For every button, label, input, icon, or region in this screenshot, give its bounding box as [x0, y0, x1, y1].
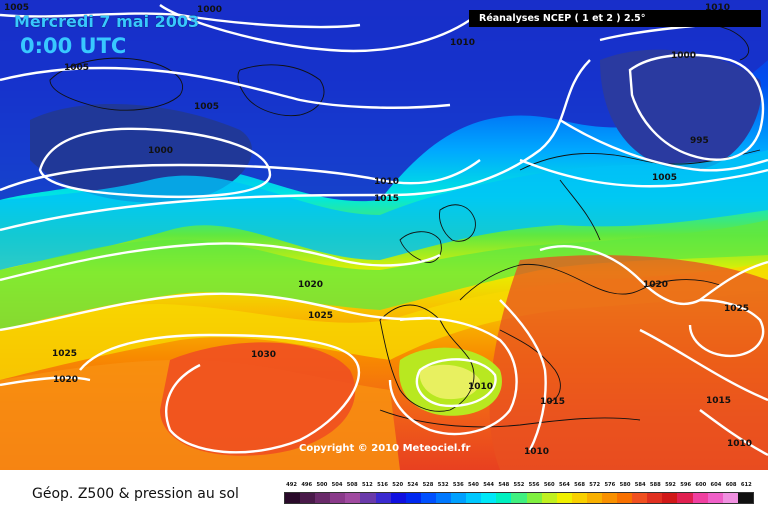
legend-value: 608: [725, 482, 737, 488]
legend-value: 604: [710, 482, 722, 488]
legend-value: 520: [392, 482, 404, 488]
legend-swatch: [662, 493, 678, 503]
isobar-label: 1010: [374, 177, 400, 187]
isobar-label: 1025: [308, 311, 334, 321]
legend-swatch: [285, 493, 301, 503]
source-title-box: Réanalyses NCEP ( 1 et 2 ) 2.5°: [469, 10, 761, 27]
footer-title: Géop. Z500 & pression au sol: [32, 486, 239, 502]
isobar-label: 1025: [724, 304, 750, 314]
legend-value: 504: [331, 482, 343, 488]
z500-color-field: [0, 0, 768, 470]
legend-swatch: [692, 493, 708, 503]
legend-labels: 492 496 500 504 508 512 516 520 524 528 532 536 540 5…: [284, 482, 754, 491]
legend-swatch: [722, 493, 738, 503]
legend-value: 508: [346, 482, 358, 488]
isobar-label: 1000: [197, 5, 223, 15]
time-label: 0:00 UTC: [20, 34, 127, 58]
legend-value: 588: [649, 482, 661, 488]
legend-swatch: [390, 493, 406, 503]
isobar-label: 1005: [194, 102, 220, 112]
legend-swatch: [526, 493, 542, 503]
legend-value: 592: [665, 482, 676, 488]
isobar-label: 1020: [643, 280, 669, 290]
isobar-label: 1010: [524, 447, 550, 457]
legend-value: 600: [695, 482, 707, 488]
legend-swatch: [632, 493, 648, 503]
isobar-label: 1030: [251, 350, 277, 360]
legend-swatch: [375, 493, 391, 503]
copyright-text: Copyright © 2010 Meteociel.fr: [299, 443, 471, 454]
legend-swatch: [571, 493, 587, 503]
legend-value: 528: [422, 482, 434, 488]
isobar-label: 1015: [540, 397, 566, 407]
legend-swatch: [737, 493, 753, 503]
isobar-label: 1005: [64, 63, 90, 73]
isobar-label: 1015: [706, 396, 732, 406]
legend-swatch: [511, 493, 527, 503]
legend-swatch: [481, 493, 497, 503]
legend-value: 568: [574, 482, 585, 488]
legend-value: 492: [286, 482, 297, 488]
pressure-map: Mercredi 7 mai 2003 0:00 UTC Réanalyses …: [0, 0, 768, 470]
legend-value: 580: [619, 482, 631, 488]
legend-value: 576: [604, 482, 616, 488]
legend-value: 556: [528, 482, 540, 488]
legend-swatch: [451, 493, 467, 503]
legend-swatches: [284, 492, 754, 504]
legend-value: 564: [558, 482, 570, 488]
legend-value: 560: [543, 482, 555, 488]
isobar-label: 1010: [705, 3, 731, 13]
legend-bar: Géop. Z500 & pression au sol 492 496 500 50…: [0, 470, 768, 512]
legend-swatch: [330, 493, 346, 503]
legend-swatch: [300, 493, 316, 503]
isobar-label: 1025: [52, 349, 78, 359]
legend-value: 516: [377, 482, 388, 488]
legend-swatch: [496, 493, 512, 503]
isobar-label: 1005: [4, 3, 30, 13]
legend-swatch: [541, 493, 557, 503]
isobar-label: 1010: [727, 439, 753, 449]
legend-value: 536: [452, 482, 464, 488]
isobar-label: 1005: [652, 173, 678, 183]
legend-swatch: [677, 493, 693, 503]
legend-value: 532: [437, 482, 449, 488]
legend-swatch: [601, 493, 618, 503]
legend-swatch: [556, 493, 572, 503]
legend-value: 500: [316, 482, 328, 488]
legend-swatch: [360, 493, 376, 503]
isobar-label: 1000: [671, 51, 697, 61]
legend-swatch: [315, 493, 331, 503]
isobar-label: 995: [690, 136, 709, 146]
legend-value: 596: [680, 482, 692, 488]
date-label: Mercredi 7 mai 2003: [14, 12, 200, 31]
isobar-label: 1020: [298, 280, 324, 290]
legend-value: 512: [361, 482, 373, 488]
legend-swatch: [420, 493, 436, 503]
legend-swatch: [405, 493, 421, 503]
legend-swatch: [617, 493, 633, 503]
legend-value: 496: [301, 482, 313, 488]
legend-value: 524: [407, 482, 419, 488]
isobar-label: 1020: [53, 375, 79, 385]
legend-value: 572: [589, 482, 601, 488]
legend-value: 552: [513, 482, 525, 488]
legend-swatch: [586, 493, 602, 503]
legend-swatch: [345, 493, 361, 503]
isobar-label: 1000: [148, 146, 174, 156]
isobar-label: 1015: [374, 194, 400, 204]
legend-swatch: [707, 493, 723, 503]
legend-value: 612: [740, 482, 752, 488]
legend-value: 584: [634, 482, 646, 488]
isobar-label: 1010: [468, 382, 494, 392]
legend-value: 548: [498, 482, 510, 488]
legend-swatch: [466, 493, 482, 503]
isobar-label: 1010: [450, 38, 476, 48]
legend-swatch: [647, 493, 663, 503]
legend-swatch: [435, 493, 452, 503]
legend-value: 540: [468, 482, 479, 488]
legend-value: 544: [483, 482, 495, 488]
